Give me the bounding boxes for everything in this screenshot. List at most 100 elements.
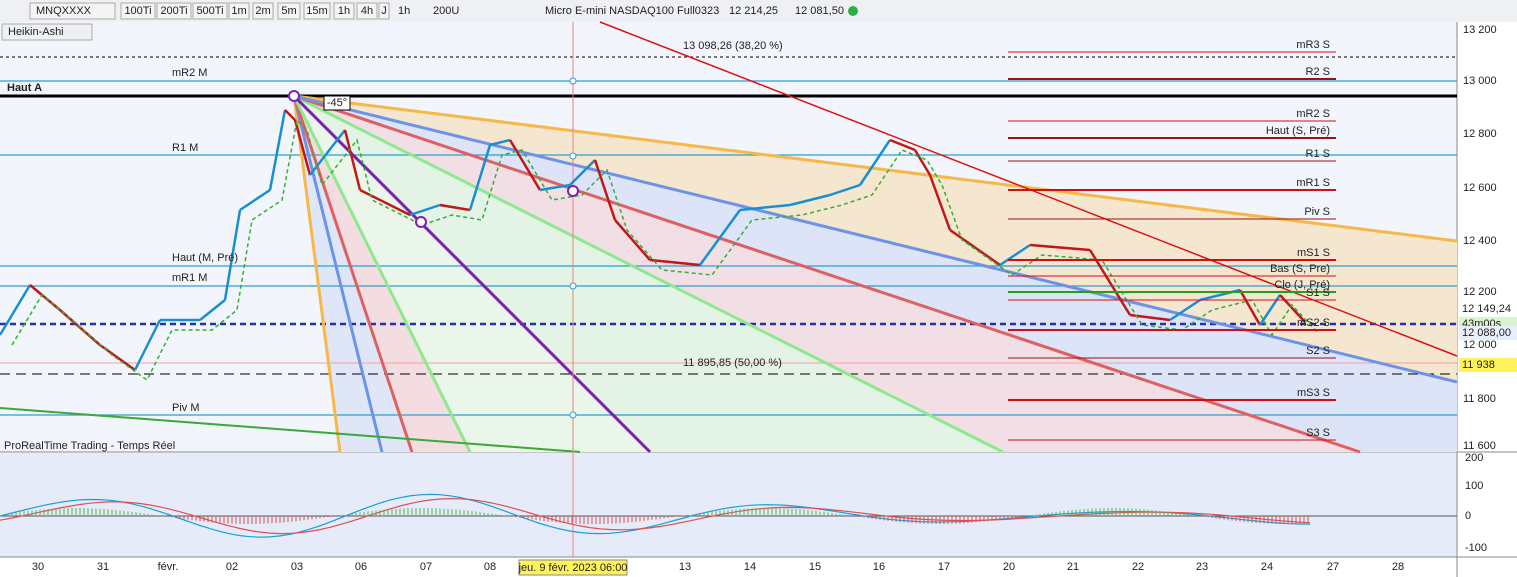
level-label: Haut (S, Pré) bbox=[1266, 125, 1330, 137]
level-label: Piv S bbox=[1304, 206, 1330, 218]
line bbox=[539, 183, 571, 192]
line bbox=[343, 129, 362, 191]
anchor-point bbox=[569, 282, 577, 290]
line bbox=[133, 319, 162, 371]
source-label: ProRealTime Trading - Temps Réel bbox=[4, 440, 175, 452]
symbol-box[interactable] bbox=[29, 2, 116, 20]
time-axis-label: 30 bbox=[32, 561, 44, 573]
level-label: R1 M bbox=[172, 142, 198, 154]
timeframe-button[interactable] bbox=[356, 2, 378, 20]
timeframe-label: 2m bbox=[255, 5, 270, 17]
low-price: 12 081,50 bbox=[795, 5, 844, 17]
fib-label: 11 895,85 (50,00 %) bbox=[683, 357, 782, 369]
line bbox=[468, 144, 492, 211]
line bbox=[359, 188, 411, 217]
level-label: Piv M bbox=[172, 402, 200, 414]
level-label: mR2 M bbox=[172, 67, 207, 79]
level-label: mS2 S bbox=[1297, 317, 1330, 329]
price-axis-label: 11 800 bbox=[1463, 393, 1496, 405]
line bbox=[569, 159, 596, 186]
line bbox=[508, 139, 542, 191]
time-axis-label: févr. bbox=[158, 561, 179, 573]
line bbox=[309, 129, 346, 176]
status-dot bbox=[848, 6, 858, 16]
level-label: mR2 S bbox=[1296, 108, 1330, 120]
timeframe-label: 500Ti bbox=[196, 5, 223, 17]
line bbox=[593, 159, 617, 221]
line bbox=[649, 258, 701, 267]
timeframe-button[interactable] bbox=[192, 2, 228, 20]
price-tag-label: 11 938 bbox=[1462, 359, 1495, 371]
line bbox=[1169, 298, 1201, 322]
level-label: R1 S bbox=[1306, 148, 1330, 160]
cursor-date-box bbox=[518, 559, 628, 576]
line bbox=[949, 228, 1001, 267]
line bbox=[829, 183, 861, 197]
line bbox=[489, 138, 511, 147]
line bbox=[293, 94, 1004, 454]
level-label: mR1 S bbox=[1296, 177, 1330, 189]
line bbox=[292, 95, 384, 453]
timeframe-label: 1h bbox=[338, 5, 350, 17]
high-price: 12 214,25 bbox=[729, 5, 778, 17]
level-label: mR1 M bbox=[172, 272, 207, 284]
time-axis-label: 07 bbox=[420, 561, 432, 573]
fib-label: 13 098,26 (38,20 %) bbox=[683, 40, 783, 52]
level-label: Haut (M, Pré) bbox=[172, 252, 238, 264]
timeframe-button[interactable] bbox=[333, 2, 355, 20]
level-label: S1 S bbox=[1306, 287, 1330, 299]
line bbox=[0, 407, 581, 453]
line bbox=[293, 94, 1458, 243]
line bbox=[239, 188, 271, 212]
time-axis-label: 13 bbox=[679, 561, 691, 573]
style-box[interactable] bbox=[1, 23, 93, 41]
time-axis-label: 21 bbox=[1067, 561, 1079, 573]
price-axis-label: 12 400 bbox=[1463, 235, 1497, 247]
line bbox=[409, 203, 441, 217]
time-axis-label: 08 bbox=[484, 561, 496, 573]
timeframe-button[interactable] bbox=[228, 2, 250, 20]
time-axis-label: 06 bbox=[355, 561, 367, 573]
units-select: 200U bbox=[433, 5, 459, 17]
line bbox=[1029, 243, 1091, 252]
angle-box bbox=[323, 95, 351, 111]
time-axis-label: 16 bbox=[873, 561, 885, 573]
time-axis-label: 17 bbox=[938, 561, 950, 573]
time-axis-label: 20 bbox=[1003, 561, 1015, 573]
price-axis-label: 12 600 bbox=[1463, 182, 1497, 194]
time-axis-label: 02 bbox=[226, 561, 238, 573]
anchor-point bbox=[569, 411, 577, 419]
timeframe-button[interactable] bbox=[120, 2, 156, 20]
timeframe-label: 1m bbox=[231, 5, 246, 17]
line bbox=[858, 139, 892, 186]
line bbox=[292, 94, 652, 454]
level-label: S3 S bbox=[1306, 427, 1330, 439]
line bbox=[698, 209, 742, 266]
timeframe-button[interactable] bbox=[378, 2, 390, 20]
line bbox=[292, 95, 472, 453]
line bbox=[223, 209, 242, 301]
price-axis-label: 13 000 bbox=[1463, 75, 1497, 87]
timeframe-button[interactable] bbox=[156, 2, 192, 20]
level-label: mR3 S bbox=[1296, 39, 1330, 51]
indicator-axis-label: 0 bbox=[1465, 510, 1471, 522]
line bbox=[999, 243, 1031, 267]
line bbox=[439, 203, 471, 212]
instrument: Micro E-mini NASDAQ100 Full0323 bbox=[545, 5, 719, 17]
price-axis-label: 11 600 bbox=[1463, 440, 1496, 452]
price-axis-label: 12 800 bbox=[1463, 128, 1497, 140]
time-axis-label: 24 bbox=[1261, 561, 1273, 573]
time-axis-label: 28 bbox=[1392, 561, 1404, 573]
time-axis-label: 22 bbox=[1132, 561, 1144, 573]
level-label: S2 S bbox=[1306, 345, 1330, 357]
line bbox=[789, 193, 831, 207]
time-axis-label: 14 bbox=[744, 561, 756, 573]
time-axis-label: 23 bbox=[1196, 561, 1208, 573]
line bbox=[293, 94, 1458, 384]
timeframe-button[interactable] bbox=[277, 2, 301, 20]
timeframe-button[interactable] bbox=[303, 2, 331, 20]
line bbox=[913, 149, 932, 176]
cursor-date: jeu. 9 févr. 2023 06:00 bbox=[518, 562, 628, 574]
line bbox=[1238, 289, 1262, 326]
timeframe-button[interactable] bbox=[252, 2, 274, 20]
